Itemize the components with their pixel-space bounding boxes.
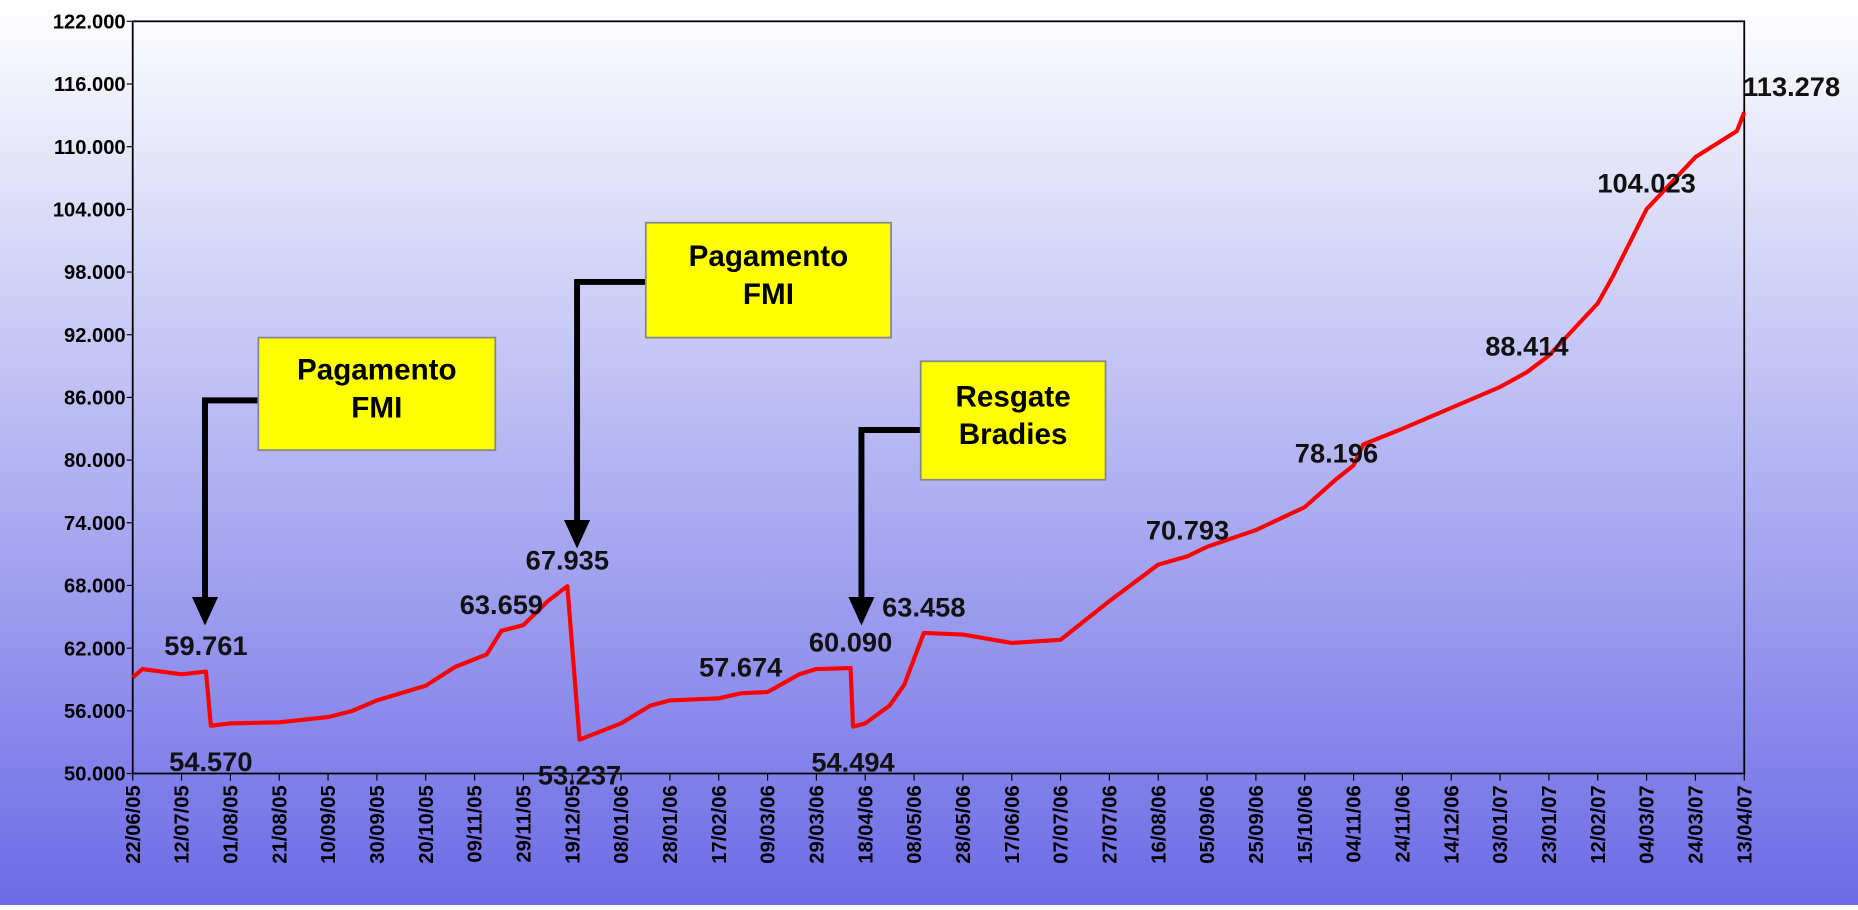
data-label: 59.761	[164, 630, 247, 661]
callout-arrow	[574, 278, 646, 522]
callout-box	[257, 336, 497, 452]
x-tick-label: 12/07/05	[172, 785, 194, 863]
x-tick-label: 28/05/06	[953, 785, 975, 863]
x-tick-label: 29/11/05	[513, 785, 535, 862]
callout-arrow	[858, 427, 921, 599]
x-tick-label: 16/08/06	[1148, 785, 1170, 863]
callout: Pagamento FMI	[564, 221, 892, 549]
x-tick-label: 22/06/05	[123, 785, 145, 863]
callout-text: FMI	[743, 278, 794, 311]
y-tick-label: 50.000	[64, 764, 126, 786]
y-tick-label: 92.000	[64, 325, 126, 347]
y-tick-label: 56.000	[64, 701, 126, 723]
y-tick-label: 68.000	[64, 576, 126, 598]
callout-text: FMI	[351, 392, 402, 425]
data-label: 88.414	[1485, 331, 1568, 362]
data-label: 63.458	[882, 591, 965, 622]
x-tick-label: 25/09/06	[1246, 785, 1268, 863]
x-tick-label: 15/10/06	[1295, 785, 1317, 863]
callout-box	[644, 221, 892, 339]
y-tick-label: 104.000	[53, 199, 126, 221]
data-label: 70.793	[1146, 515, 1229, 546]
x-tick-label: 24/11/06	[1393, 785, 1415, 862]
x-tick-label: 05/09/06	[1197, 785, 1219, 863]
y-tick-label: 122.000	[53, 11, 126, 33]
x-tick-label: 14/12/06	[1441, 785, 1463, 863]
data-label: 67.935	[526, 545, 609, 576]
data-label: 54.494	[811, 747, 894, 778]
x-tick-label: 17/02/06	[709, 785, 731, 863]
x-tick-label: 17/06/06	[1002, 785, 1024, 863]
y-tick-label: 80.000	[64, 450, 126, 472]
data-label: 63.659	[460, 589, 543, 620]
data-label: 104.023	[1597, 168, 1695, 199]
callout: Resgate Bradies	[848, 360, 1107, 626]
x-tick-label: 08/01/06	[611, 785, 633, 863]
x-tick-label: 04/11/06	[1344, 785, 1366, 862]
x-tick-label: 30/09/05	[367, 785, 389, 863]
x-tick-label: 04/03/07	[1637, 785, 1659, 863]
y-tick-label: 62.000	[64, 638, 126, 660]
y-tick-label: 116.000	[54, 74, 126, 96]
x-tick-label: 10/09/05	[318, 785, 340, 863]
x-tick-label: 18/04/06	[855, 785, 877, 863]
x-tick-label: 24/03/07	[1686, 785, 1708, 863]
callout-text: Bradies	[959, 418, 1068, 451]
data-label: 60.090	[809, 627, 892, 658]
x-tick-label: 23/01/07	[1539, 785, 1561, 863]
x-tick-label: 12/02/07	[1588, 785, 1610, 863]
callout-box	[919, 360, 1107, 481]
x-tick-label: 19/12/05	[562, 785, 584, 863]
x-tick-label: 03/01/07	[1490, 785, 1512, 863]
data-label: 53.237	[538, 760, 621, 791]
data-label: 57.674	[699, 652, 782, 683]
x-tick-label: 13/04/07	[1734, 785, 1756, 863]
x-tick-label: 20/10/05	[416, 785, 438, 863]
x-tick-label: 09/11/05	[465, 785, 487, 862]
data-label: 54.570	[169, 746, 252, 777]
x-tick-label: 01/08/05	[220, 785, 242, 863]
data-label: 113.278	[1743, 71, 1840, 102]
x-tick-label: 28/01/06	[660, 785, 682, 863]
x-tick-label: 27/07/06	[1100, 785, 1122, 863]
line	[131, 111, 1747, 742]
callout-text: Resgate	[956, 380, 1071, 413]
y-tick-label: 110.000	[54, 137, 126, 159]
callout: Pagamento FMI	[191, 336, 497, 626]
arrow-head	[848, 597, 875, 626]
arrow-head	[564, 520, 591, 549]
x-tick-label: 08/05/06	[904, 785, 926, 863]
x-tick-label: 29/03/06	[807, 785, 829, 863]
y-tick-label: 74.000	[64, 513, 126, 535]
y-tick-label: 86.000	[64, 388, 126, 410]
y-tick-label: 98.000	[64, 262, 126, 284]
x-tick-label: 21/08/05	[269, 785, 291, 863]
callout-text: Pagamento	[689, 240, 849, 273]
x-tick-label: 07/07/06	[1051, 785, 1073, 863]
data-label: 78.196	[1295, 437, 1378, 468]
arrow-head	[191, 597, 219, 626]
x-tick-label: 09/03/06	[758, 785, 780, 863]
callout-text: Pagamento	[297, 354, 457, 387]
callout-arrow	[202, 397, 259, 599]
